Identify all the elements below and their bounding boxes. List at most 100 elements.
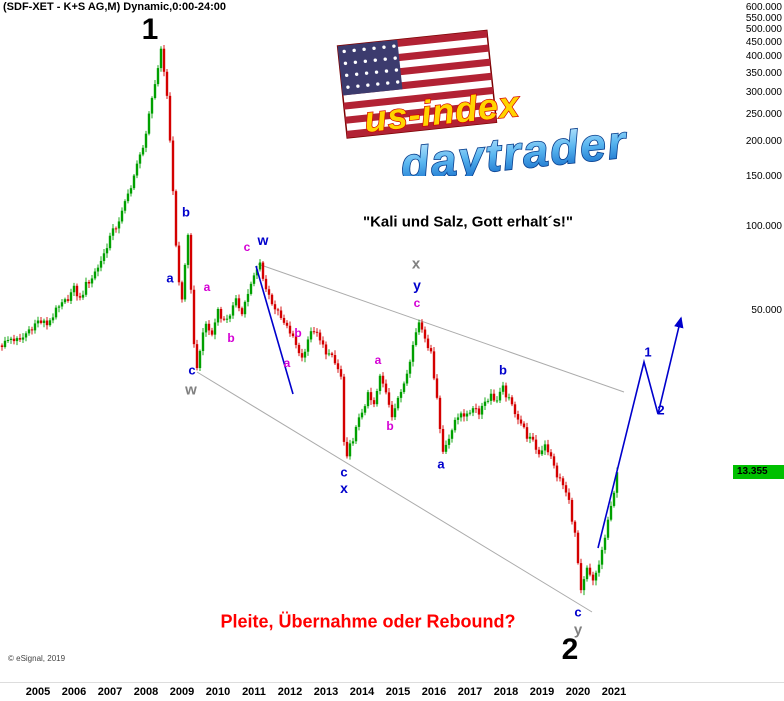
time-axis-year: 2013 — [313, 686, 339, 698]
wave-label-c[interactable]: c — [413, 296, 421, 310]
wave-label-x[interactable]: x — [411, 255, 421, 273]
candle-body — [183, 264, 187, 300]
wave-label-1[interactable]: 1 — [644, 344, 652, 360]
price-axis[interactable]: 600.000 550.000 500.000 450.000 400.000 350.0… — [736, 0, 784, 682]
candle-body — [174, 191, 178, 246]
candle-body — [528, 436, 532, 439]
candle-body — [216, 309, 220, 323]
price-axis-tick: 300.000 — [745, 86, 782, 98]
wave-label-1[interactable]: 1 — [141, 13, 159, 46]
candle-body — [129, 188, 133, 194]
candle-body — [12, 338, 16, 342]
candle-body — [432, 351, 436, 379]
wave-label-b[interactable]: b — [294, 326, 302, 340]
candle-body — [291, 333, 295, 337]
candle-body — [489, 393, 493, 401]
candle-body — [396, 397, 400, 409]
wave-label-a[interactable]: a — [437, 456, 445, 472]
candle-body — [513, 404, 517, 415]
projection-arrow[interactable] — [597, 316, 684, 549]
candle-body — [270, 294, 274, 305]
wave-label-y[interactable]: y — [413, 277, 421, 293]
time-axis-year: 2008 — [133, 686, 159, 698]
time-axis-year: 2014 — [349, 686, 375, 698]
candle-body — [531, 436, 535, 440]
candle-body — [234, 298, 238, 306]
candle-body — [111, 228, 115, 236]
candle-body — [171, 140, 175, 192]
candle-body — [429, 348, 433, 352]
candle-body — [96, 267, 100, 272]
wave-label-2[interactable]: 2 — [657, 402, 665, 418]
candle-body — [6, 339, 10, 341]
impulse-line[interactable] — [255, 265, 294, 395]
wave-label-b[interactable]: b — [499, 362, 507, 378]
price-axis-tick: 100.000 — [745, 220, 782, 232]
candle-body — [390, 404, 394, 418]
candle-body — [546, 444, 550, 453]
question-annotation[interactable]: Pleite, Übernahme oder Rebound? — [220, 611, 516, 632]
candle-body — [345, 441, 349, 457]
candle-body — [279, 310, 283, 318]
wave-label-c[interactable]: c — [188, 362, 196, 378]
wave-label-a[interactable]: a — [374, 353, 382, 367]
candle-body — [42, 320, 46, 323]
wave-label-b[interactable]: b — [386, 419, 394, 433]
candle-body — [540, 450, 544, 455]
logo-graphic: us-index daytrader — [336, 29, 631, 191]
wave-label-b[interactable]: b — [182, 204, 190, 220]
candle-body — [606, 519, 610, 538]
candle-body — [177, 245, 181, 283]
copyright-text: © eSignal, 2019 — [8, 654, 66, 663]
candle-body — [585, 567, 589, 580]
candle-body — [222, 318, 226, 320]
candle-body — [351, 441, 355, 444]
candle-body — [294, 336, 298, 345]
candle-body — [138, 154, 142, 164]
candle-body — [78, 296, 82, 298]
wave-label-2[interactable]: 2 — [561, 633, 579, 666]
channel-trendline[interactable] — [257, 263, 625, 393]
candle-body — [486, 400, 490, 402]
time-axis-year: 2012 — [277, 686, 303, 698]
candle-body — [459, 413, 463, 418]
candle-body — [240, 308, 244, 315]
candle-body — [603, 537, 607, 550]
candle-body — [201, 332, 205, 351]
wave-label-c[interactable]: c — [243, 240, 251, 254]
candle-body — [426, 338, 430, 349]
candle-body — [348, 443, 352, 457]
wave-label-y[interactable]: y — [573, 621, 583, 639]
candle-body — [441, 428, 445, 452]
candle-body — [231, 305, 235, 316]
candle-body — [420, 322, 424, 330]
wave-label-c[interactable]: c — [340, 464, 348, 480]
candle-body — [522, 423, 526, 428]
candle-body — [45, 320, 49, 326]
price-axis-tick: 150.000 — [745, 171, 782, 183]
candle-body — [255, 269, 259, 276]
quote-annotation[interactable]: "Kali und Salz, Gott erhalt´s!" — [362, 213, 574, 231]
candle-body — [309, 331, 313, 340]
wave-label-w[interactable]: w — [185, 381, 197, 399]
candle-body — [48, 320, 52, 326]
wave-label-w[interactable]: w — [257, 232, 269, 248]
candle-body — [36, 320, 40, 324]
candlestick-chart[interactable] — [0, 0, 736, 682]
candle-body — [213, 322, 217, 335]
candle-body — [51, 317, 55, 321]
candle-body — [378, 375, 382, 392]
candle-body — [558, 477, 562, 479]
wave-label-b[interactable]: b — [227, 331, 235, 345]
channel-trendline[interactable] — [196, 371, 593, 613]
wave-label-a[interactable]: a — [283, 356, 291, 370]
time-axis[interactable]: 2005 2006 2007 2008 2009 2010 2011 2012 2013 2014… — [0, 682, 784, 701]
wave-label-c[interactable]: c — [574, 604, 582, 620]
wave-label-a[interactable]: a — [166, 270, 174, 286]
wave-label-a[interactable]: a — [203, 280, 211, 294]
time-axis-year: 2017 — [457, 686, 483, 698]
candle-body — [258, 262, 262, 270]
wave-label-x[interactable]: x — [340, 480, 348, 496]
